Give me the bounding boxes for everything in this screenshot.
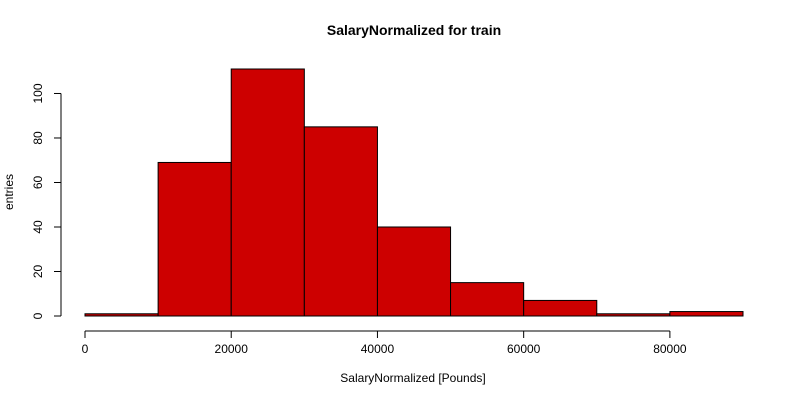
x-tick-label: 80000 — [653, 342, 687, 356]
bars-group — [84, 68, 744, 317]
histogram-bar — [84, 313, 159, 317]
histogram-bar — [230, 68, 305, 317]
histogram-bar — [303, 126, 378, 317]
y-axis: 0 20 40 60 80 100 — [31, 83, 62, 319]
y-tick-label: 40 — [31, 220, 45, 234]
histogram-bar — [669, 311, 744, 317]
x-tick-label: 60000 — [507, 342, 541, 356]
x-tick-label: 20000 — [215, 342, 249, 356]
y-tick-label: 20 — [31, 265, 45, 279]
chart-title: SalaryNormalized for train — [327, 22, 501, 38]
y-axis-label: entries — [2, 174, 16, 210]
y-tick-label: 80 — [31, 131, 45, 145]
histogram-bar — [523, 299, 598, 317]
x-axis-label: SalaryNormalized [Pounds] — [340, 371, 485, 385]
y-tick-label: 100 — [31, 83, 45, 103]
x-tick-label: 0 — [82, 342, 89, 356]
histogram-bar — [596, 313, 671, 317]
histogram-bar — [376, 226, 452, 317]
y-tick-label: 0 — [31, 312, 45, 319]
x-axis: 0 20000 40000 60000 80000 — [82, 330, 687, 356]
x-tick-label: 40000 — [361, 342, 395, 356]
histogram-bar — [450, 282, 525, 317]
histogram-bar — [157, 161, 232, 317]
y-tick-label: 60 — [31, 175, 45, 189]
